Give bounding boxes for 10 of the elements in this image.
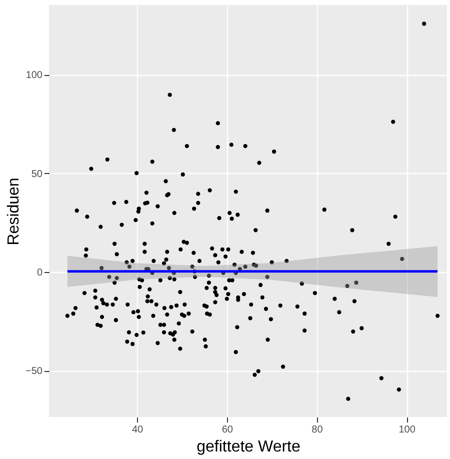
y-tick-label: 50	[31, 168, 43, 180]
y-tick-label: −50	[26, 366, 43, 378]
x-tick-label: 40	[132, 424, 144, 436]
y-tick-label: 0	[36, 267, 43, 278]
x-tick-label: 60	[222, 424, 234, 436]
x-tick-label: 80	[312, 424, 324, 436]
y-tick-label: 100	[26, 70, 43, 82]
y-axis-title: Residuen	[6, 178, 23, 246]
x-tick-label: 100	[398, 424, 416, 436]
x-axis-title: gefittete Werte	[196, 438, 300, 456]
